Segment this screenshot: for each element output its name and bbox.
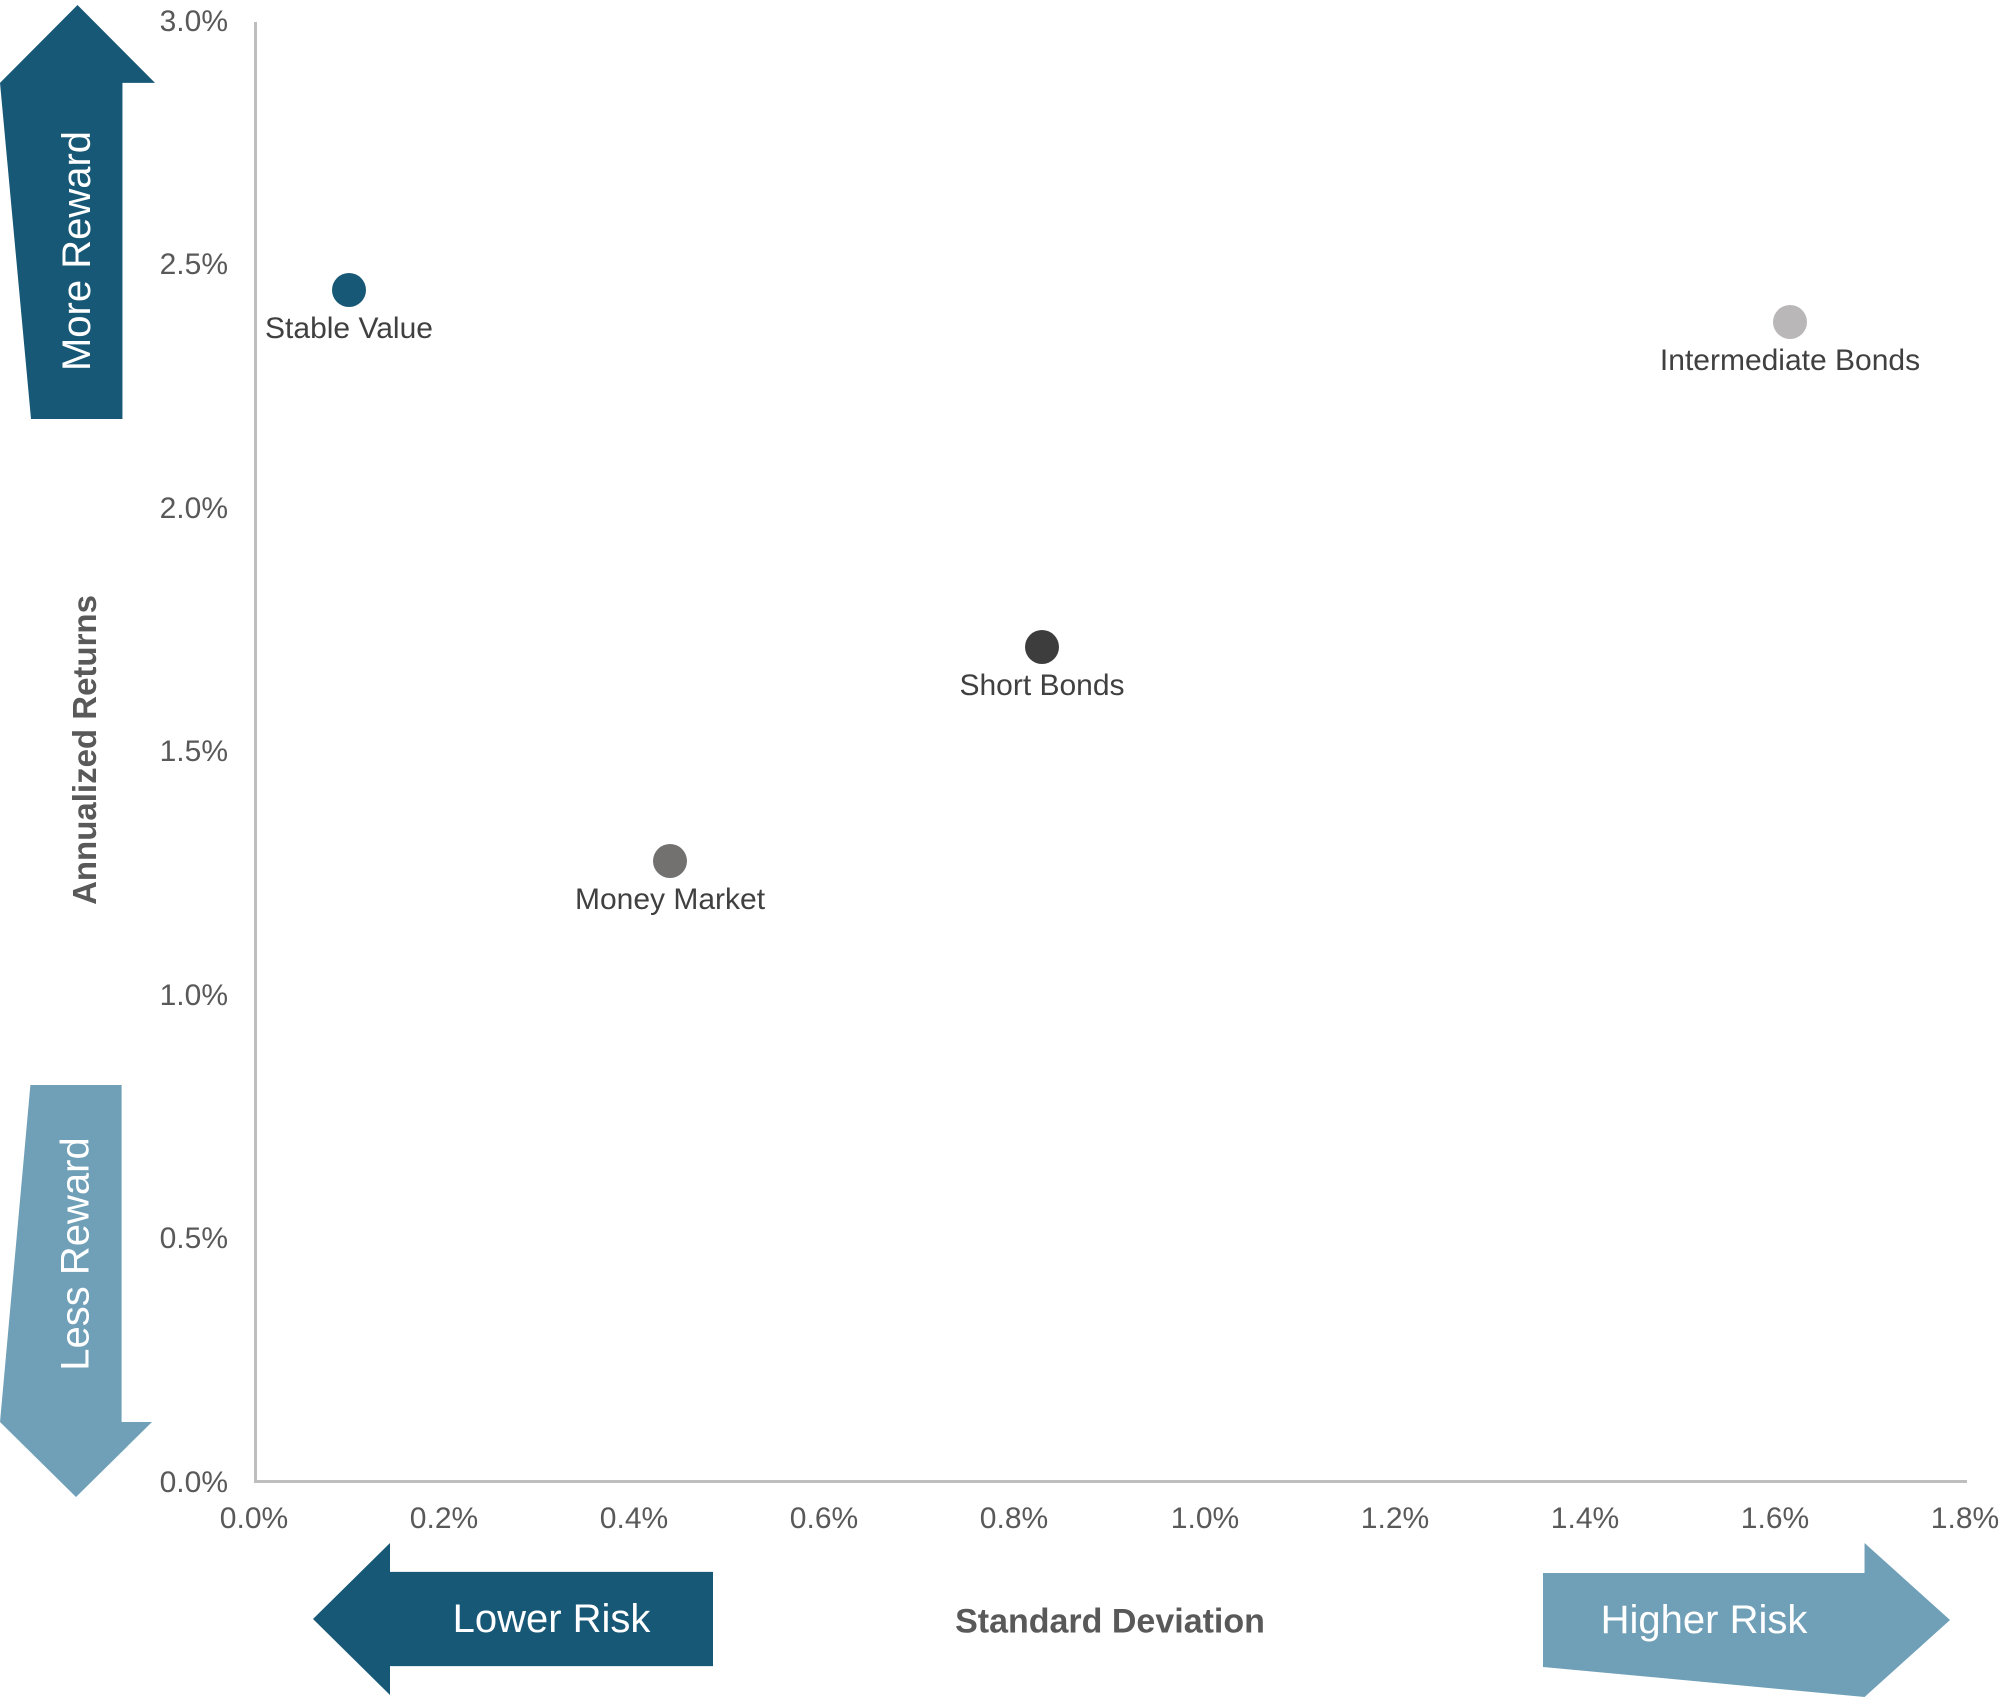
y-tick-label: 3.0%	[159, 5, 228, 38]
y-tick-label: 2.0%	[159, 492, 228, 525]
less-reward-down-arrow-icon: Less Reward	[0, 1085, 152, 1497]
x-tick-label: 0.0%	[219, 1502, 289, 1535]
y-tick-label: 2.5%	[159, 248, 228, 281]
scatter-marker	[332, 273, 366, 307]
higher-risk-label: Higher Risk	[1600, 1598, 1808, 1642]
lower-risk-left-arrow-icon: Lower Risk	[313, 1543, 713, 1695]
data-point-label: Money Market	[574, 883, 766, 916]
y-tick-label: 1.5%	[159, 735, 228, 768]
data-point-label: Stable Value	[265, 312, 433, 345]
lower-risk-label: Lower Risk	[452, 1597, 651, 1641]
x-axis-title: Standard Deviation	[955, 1602, 1265, 1641]
x-tick-label: 1.8%	[1930, 1502, 2000, 1535]
x-tick-label: 0.2%	[409, 1502, 479, 1535]
data-point-label: Intermediate Bonds	[1659, 344, 1921, 377]
higher-risk-right-arrow-icon: Higher Risk	[1543, 1543, 1950, 1697]
scatter-marker	[1025, 630, 1059, 664]
y-axis-title-text: Annualized Returns	[66, 595, 103, 905]
x-tick-label: 0.8%	[979, 1502, 1049, 1535]
less-reward-label: Less Reward	[54, 1136, 98, 1371]
scatter-marker	[1773, 305, 1807, 339]
x-tick-label: 1.4%	[1550, 1502, 1620, 1535]
y-tick-label: 0.0%	[159, 1466, 228, 1499]
plot-area	[254, 22, 1967, 1483]
data-point-label: Short Bonds	[959, 669, 1125, 702]
scatter-marker	[653, 844, 687, 878]
x-tick-label: 1.2%	[1360, 1502, 1430, 1535]
x-tick-label: 0.6%	[789, 1502, 859, 1535]
y-tick-label: 1.0%	[159, 979, 228, 1012]
x-tick-label: 1.6%	[1740, 1502, 1810, 1535]
x-tick-label: 1.0%	[1170, 1502, 1240, 1535]
y-tick-label: 0.5%	[159, 1222, 228, 1255]
more-reward-up-arrow-icon: More Reward	[0, 5, 155, 419]
x-tick-label: 0.4%	[599, 1502, 669, 1535]
more-reward-label: More Reward	[55, 130, 100, 372]
